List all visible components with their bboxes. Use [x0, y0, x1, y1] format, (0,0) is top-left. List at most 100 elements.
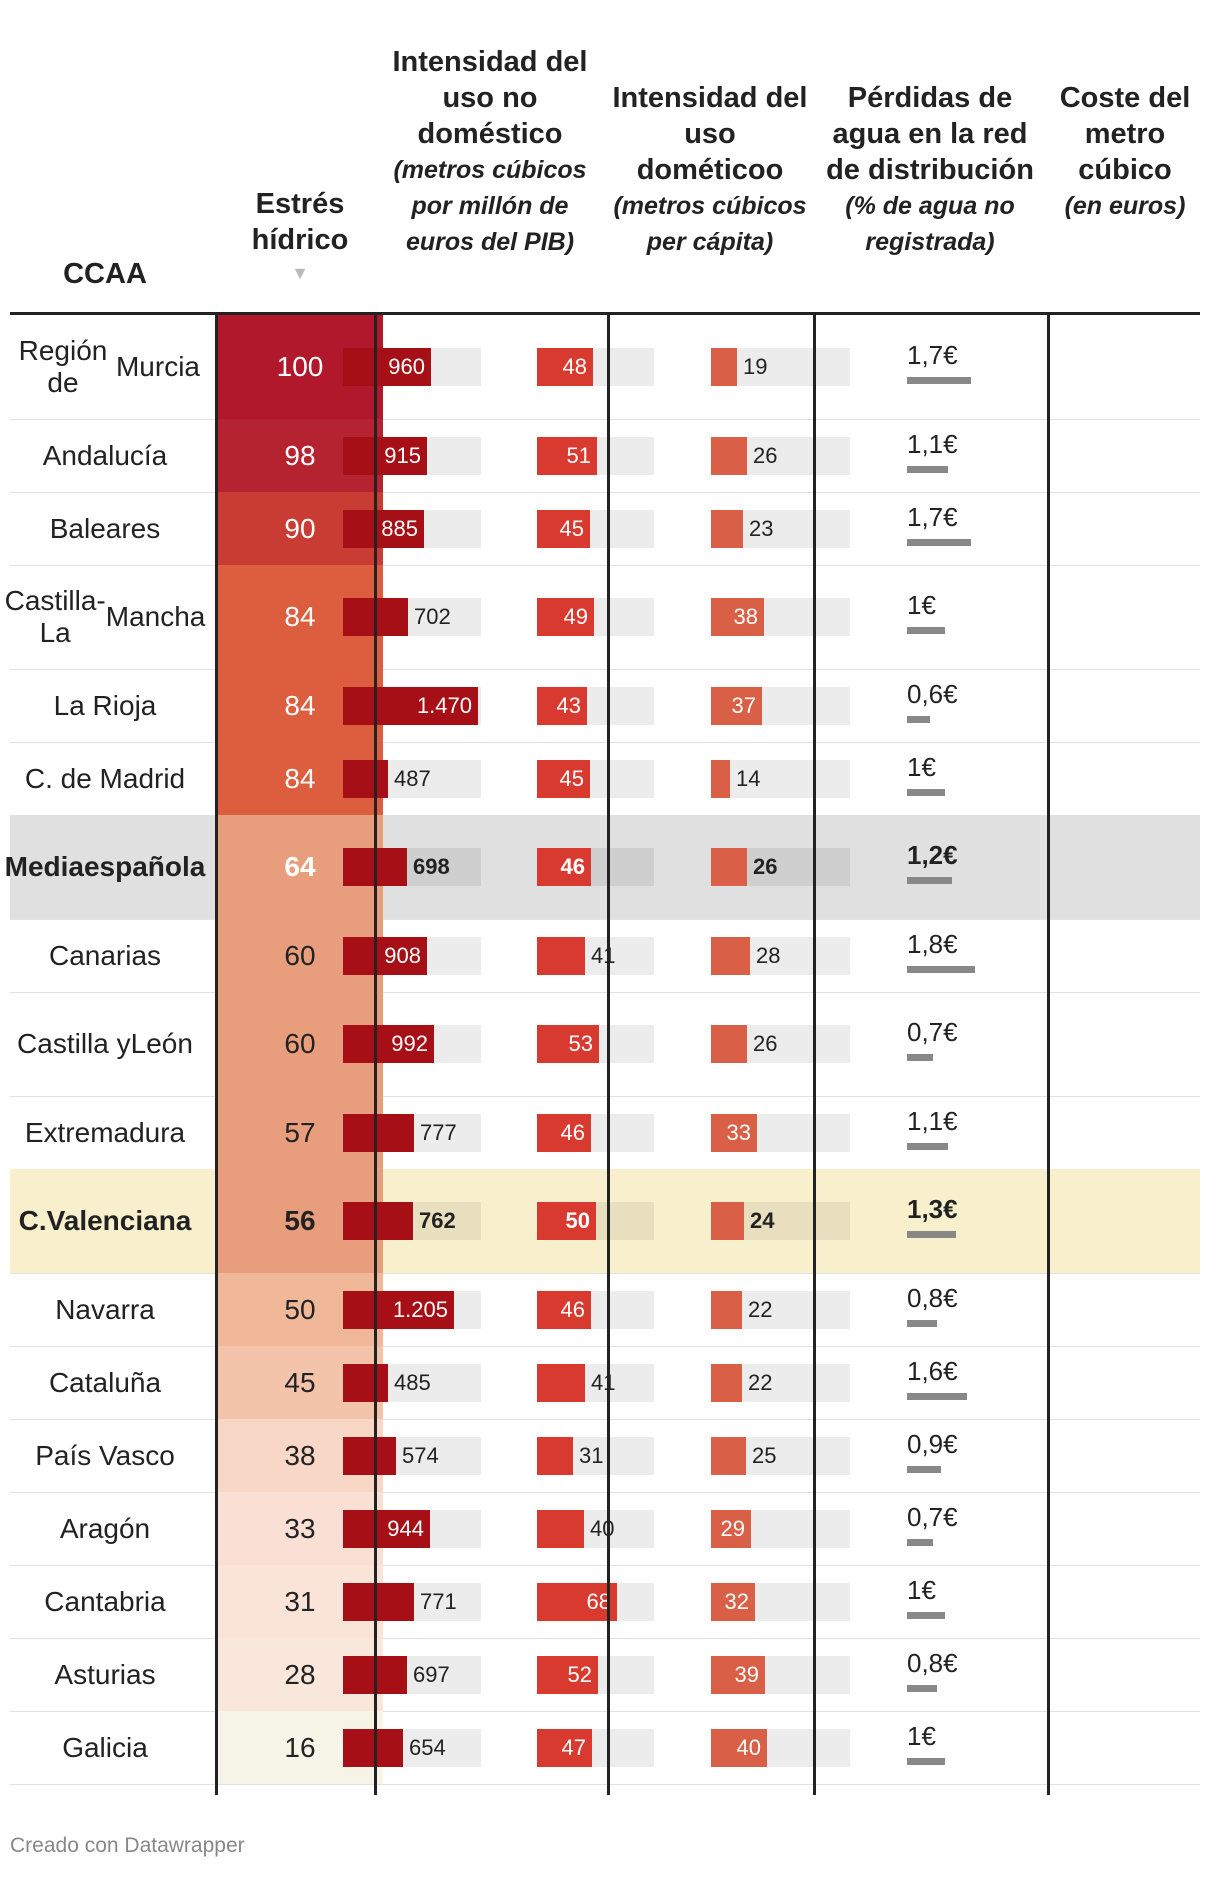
header-cost: Coste del metro cúbico (en euros) [1055, 80, 1195, 224]
nondom-value: 702 [414, 604, 451, 629]
nondom-value: 487 [394, 766, 431, 791]
loss-bar [711, 1729, 767, 1767]
table-row: Región de Murcia 100 960 48 19 1,7€ [10, 315, 1200, 420]
dom-track: 50 [537, 1202, 654, 1240]
loss-track: 22 [711, 1364, 850, 1402]
loss-track: 19 [711, 348, 850, 386]
ccaa-name: Castilla y León [17, 1028, 193, 1059]
table-row: Cantabria 31 771 68 32 1€ [10, 1565, 1200, 1639]
cost-bar [907, 627, 945, 634]
cost-value: 0,8€ [907, 1648, 958, 1678]
header-underline [10, 312, 1200, 315]
loss-track: 37 [711, 687, 850, 725]
triangle-down-icon[interactable]: ▼ [291, 263, 309, 283]
header-loss-label: Pérdidas de agua en la red de distribuci… [826, 82, 1034, 186]
cost-bar [907, 1054, 933, 1061]
nondom-track: 1.205 [343, 1291, 481, 1329]
nondom-value: 654 [409, 1735, 446, 1760]
nondom-value: 1.470 [416, 693, 472, 718]
cost-value: 1€ [907, 590, 936, 620]
dom-value: 48 [562, 354, 587, 379]
loss-value: 26 [753, 1031, 778, 1056]
dom-track: 45 [537, 510, 654, 548]
nondom-value: 697 [413, 1662, 450, 1687]
nondom-track: 777 [343, 1114, 481, 1152]
nondom-track: 762 [343, 1202, 481, 1240]
nondom-value: 908 [384, 943, 421, 968]
loss-bar [711, 1025, 747, 1063]
dom-value: 46 [560, 854, 585, 879]
dom-value: 43 [556, 693, 581, 718]
nondom-bar [343, 1510, 430, 1548]
ccaa-name: C. Valenciana [18, 1205, 192, 1236]
column-divider [215, 315, 218, 1795]
dom-track: 46 [537, 848, 654, 886]
nondom-bar [343, 1437, 396, 1475]
footer-credit[interactable]: Creado con Datawrapper [10, 1834, 245, 1857]
dom-bar [537, 1437, 573, 1475]
table-row: Baleares 90 885 45 23 1,7€ [10, 492, 1200, 566]
dom-bar [537, 760, 590, 798]
dom-value: 53 [568, 1031, 593, 1056]
dom-track: 46 [537, 1114, 654, 1152]
loss-bar [711, 348, 737, 386]
cost-value: 1,1€ [907, 1106, 958, 1136]
nondom-value: 1.205 [392, 1297, 448, 1322]
cost-bar [907, 466, 948, 473]
loss-value: 38 [733, 604, 758, 629]
cost-bar [907, 1466, 941, 1473]
loss-value: 32 [724, 1589, 749, 1614]
nondom-bar [343, 937, 427, 975]
loss-value: 33 [726, 1120, 751, 1145]
dom-value: 31 [579, 1443, 604, 1468]
header-loss-sub: (% de agua no registrada) [845, 192, 1015, 256]
dom-bar [537, 510, 590, 548]
cost-value: 0,7€ [907, 1502, 958, 1532]
nondom-bar [343, 1364, 388, 1402]
header-stress-label: Estrés hídrico [251, 188, 349, 256]
nondom-track: 944 [343, 1510, 481, 1548]
dom-bar [537, 1114, 591, 1152]
nondom-track: 574 [343, 1437, 481, 1475]
ccaa-name: Canarias [48, 939, 162, 971]
dom-track: 40 [537, 1510, 654, 1548]
dom-value: 46 [560, 1297, 585, 1322]
header-loss: Pérdidas de agua en la red de distribuci… [820, 80, 1040, 260]
loss-track: 25 [711, 1437, 850, 1475]
cost-value: 1€ [907, 1721, 936, 1751]
nondom-bar [343, 1114, 414, 1152]
nondom-bar [343, 437, 427, 475]
nondom-bar [343, 1583, 414, 1621]
nondom-track: 960 [343, 348, 481, 386]
nondom-track: 702 [343, 598, 481, 636]
table-row: Media española 64 698 46 26 1,2€ [5, 815, 1200, 920]
loss-bar [711, 598, 764, 636]
dom-bar [537, 1583, 617, 1621]
ccaa-name: Aragón [59, 1512, 151, 1544]
dom-bar [537, 1656, 598, 1694]
loss-bar [711, 437, 747, 475]
dom-track: 46 [537, 1291, 654, 1329]
dom-bar [537, 937, 585, 975]
nondom-value: 574 [402, 1443, 439, 1468]
loss-value: 26 [753, 443, 778, 468]
dom-bar [537, 1364, 585, 1402]
ccaa-name: C. de Madrid [24, 762, 186, 794]
loss-value: 23 [749, 516, 774, 541]
cost-bar [907, 1231, 956, 1238]
nondom-bar [343, 1729, 403, 1767]
ccaa-name: Andalucía [42, 439, 168, 471]
cost-bar [907, 877, 952, 884]
cost-bar [907, 1539, 933, 1546]
header-stress[interactable]: Estrés hídrico ▼ [217, 186, 383, 288]
dom-bar [537, 1510, 584, 1548]
cost-bar [907, 1685, 937, 1692]
loss-bar [711, 1291, 742, 1329]
nondom-value: 885 [381, 516, 418, 541]
dom-bar [537, 848, 591, 886]
dom-track: 68 [537, 1583, 654, 1621]
table-row: C. Valenciana 56 762 50 24 1,3€ [10, 1169, 1200, 1274]
header-nondom-label: Intensidad del uso no doméstico [392, 46, 588, 150]
dom-value: 45 [559, 766, 584, 791]
loss-value: 28 [756, 943, 781, 968]
